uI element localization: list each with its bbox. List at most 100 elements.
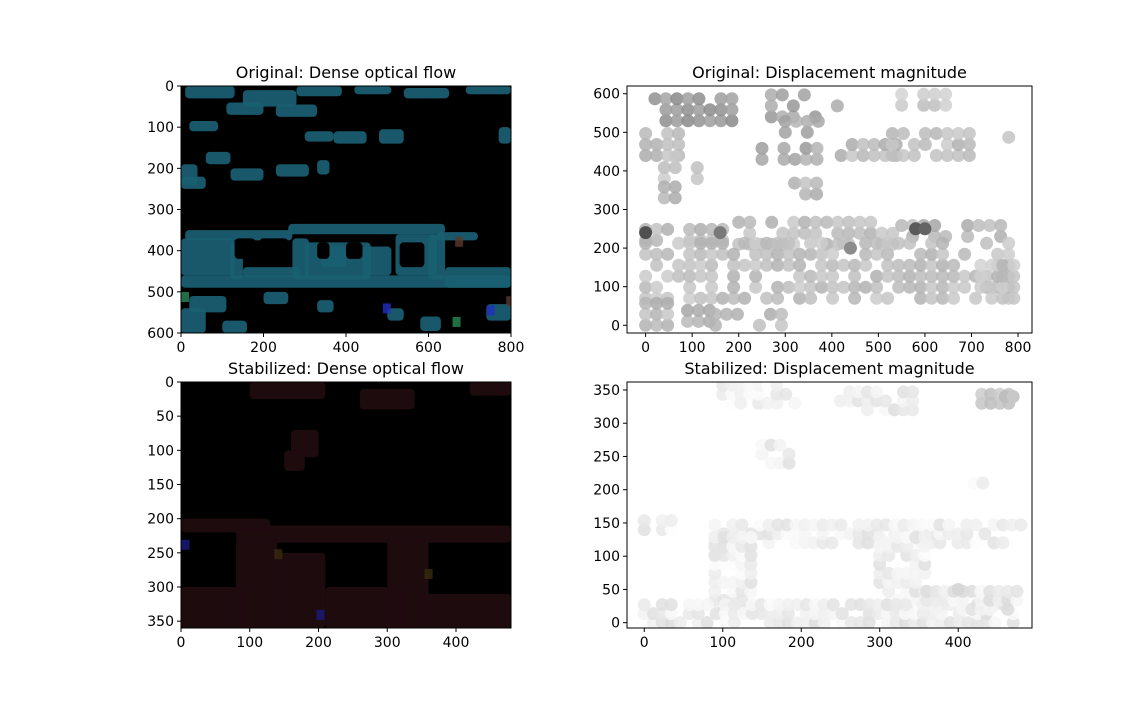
x-tick-label: 400 xyxy=(333,340,360,356)
flow-region xyxy=(284,450,305,471)
x-tick-label: 800 xyxy=(1005,340,1032,356)
scatter-point xyxy=(869,394,883,408)
scatter-point xyxy=(1001,593,1015,607)
scatter-point xyxy=(716,291,730,305)
y-tick-label: 200 xyxy=(593,483,620,499)
scatter-point xyxy=(744,539,758,553)
scatter-point xyxy=(773,438,787,452)
flow-accent xyxy=(316,609,325,620)
flow-accent xyxy=(181,539,190,550)
scatter-point xyxy=(951,536,965,550)
scatter-point xyxy=(909,548,923,562)
scatter-point xyxy=(848,280,862,294)
scatter-point xyxy=(743,215,757,229)
scatter-point xyxy=(639,137,653,151)
flow-region xyxy=(181,238,235,276)
x-tick-label: 0 xyxy=(641,340,650,356)
scatter-point xyxy=(1010,593,1024,607)
scatter-point xyxy=(903,269,917,283)
scatter-point xyxy=(775,88,789,102)
scatter-point xyxy=(873,548,887,562)
scatter-point xyxy=(774,307,788,321)
scatter-point xyxy=(670,92,684,106)
flow-region xyxy=(181,308,206,333)
scatter-point xyxy=(938,584,952,598)
scatter-point xyxy=(744,575,758,589)
scatter-point xyxy=(753,518,767,532)
scatter-point xyxy=(900,539,914,553)
scatter-point xyxy=(650,247,664,261)
flow-region xyxy=(428,234,445,280)
scatter-point xyxy=(843,241,857,255)
scatter-point xyxy=(765,215,779,229)
scatter-point xyxy=(650,280,664,294)
chart-title: Original: Dense optical flow xyxy=(236,63,456,82)
scatter-point xyxy=(936,269,950,283)
scatter-point xyxy=(771,258,785,272)
flow-accent xyxy=(382,303,391,314)
scatter-point xyxy=(726,518,740,532)
scatter-point xyxy=(875,226,889,240)
scatter-point xyxy=(831,226,845,240)
scatter-point xyxy=(933,536,947,550)
scatter-point xyxy=(906,518,920,532)
y-tick-label: 200 xyxy=(593,241,620,257)
scatter-point xyxy=(692,114,706,128)
scatter-point xyxy=(886,226,900,240)
scatter-point xyxy=(882,584,896,598)
scatter-point xyxy=(683,280,697,294)
scatter-point xyxy=(661,137,675,151)
scatter-point xyxy=(961,219,975,233)
scatter-point xyxy=(918,548,932,562)
flow-hole xyxy=(317,242,330,259)
scatter-point xyxy=(664,523,678,537)
scatter-point xyxy=(947,280,961,294)
scatter-point xyxy=(760,247,774,261)
scatter-point xyxy=(933,527,947,541)
scatter-point xyxy=(881,269,895,283)
scatter-point xyxy=(771,280,785,294)
scatter-point xyxy=(882,566,896,580)
flow-region xyxy=(270,552,326,628)
scatter-point xyxy=(988,616,1002,628)
flow-region xyxy=(242,267,301,278)
scatter-point xyxy=(779,387,793,401)
scatter-point xyxy=(808,598,822,612)
flow-accent xyxy=(452,316,461,327)
scatter-point xyxy=(856,148,870,162)
scatter-point xyxy=(918,557,932,571)
scatter-point xyxy=(672,236,686,250)
scatter-point xyxy=(771,291,785,305)
scatter-point xyxy=(681,303,695,317)
scatter-point xyxy=(793,280,807,294)
scatter-point xyxy=(799,152,813,166)
scatter-point xyxy=(974,280,988,294)
scatter-point xyxy=(639,148,653,162)
scatter-point xyxy=(681,92,695,106)
scatter-point xyxy=(789,114,803,128)
scatter-point xyxy=(895,87,909,101)
scatter-point xyxy=(725,387,739,401)
scatter-point xyxy=(727,607,741,621)
scatter-point xyxy=(691,607,705,621)
scatter-point xyxy=(639,236,653,250)
scatter-point xyxy=(895,219,909,233)
scatter-point xyxy=(719,307,733,321)
scatter-point xyxy=(891,539,905,553)
scatter-point xyxy=(842,215,856,229)
scatter-point xyxy=(859,236,873,250)
scatter-point xyxy=(787,215,801,229)
scatter-point xyxy=(983,593,997,607)
scatter-point xyxy=(826,280,840,294)
scatter-point xyxy=(738,236,752,250)
y-tick-label: 150 xyxy=(593,516,620,532)
scatter-point xyxy=(752,387,766,401)
y-tick-label: 0 xyxy=(611,318,620,334)
scatter-point xyxy=(947,269,961,283)
scatter-point xyxy=(708,318,722,332)
scatter-point xyxy=(781,598,795,612)
flow-region xyxy=(249,382,326,400)
scatter-point xyxy=(749,280,763,294)
flow-region xyxy=(185,230,293,241)
scatter-point xyxy=(782,456,796,470)
